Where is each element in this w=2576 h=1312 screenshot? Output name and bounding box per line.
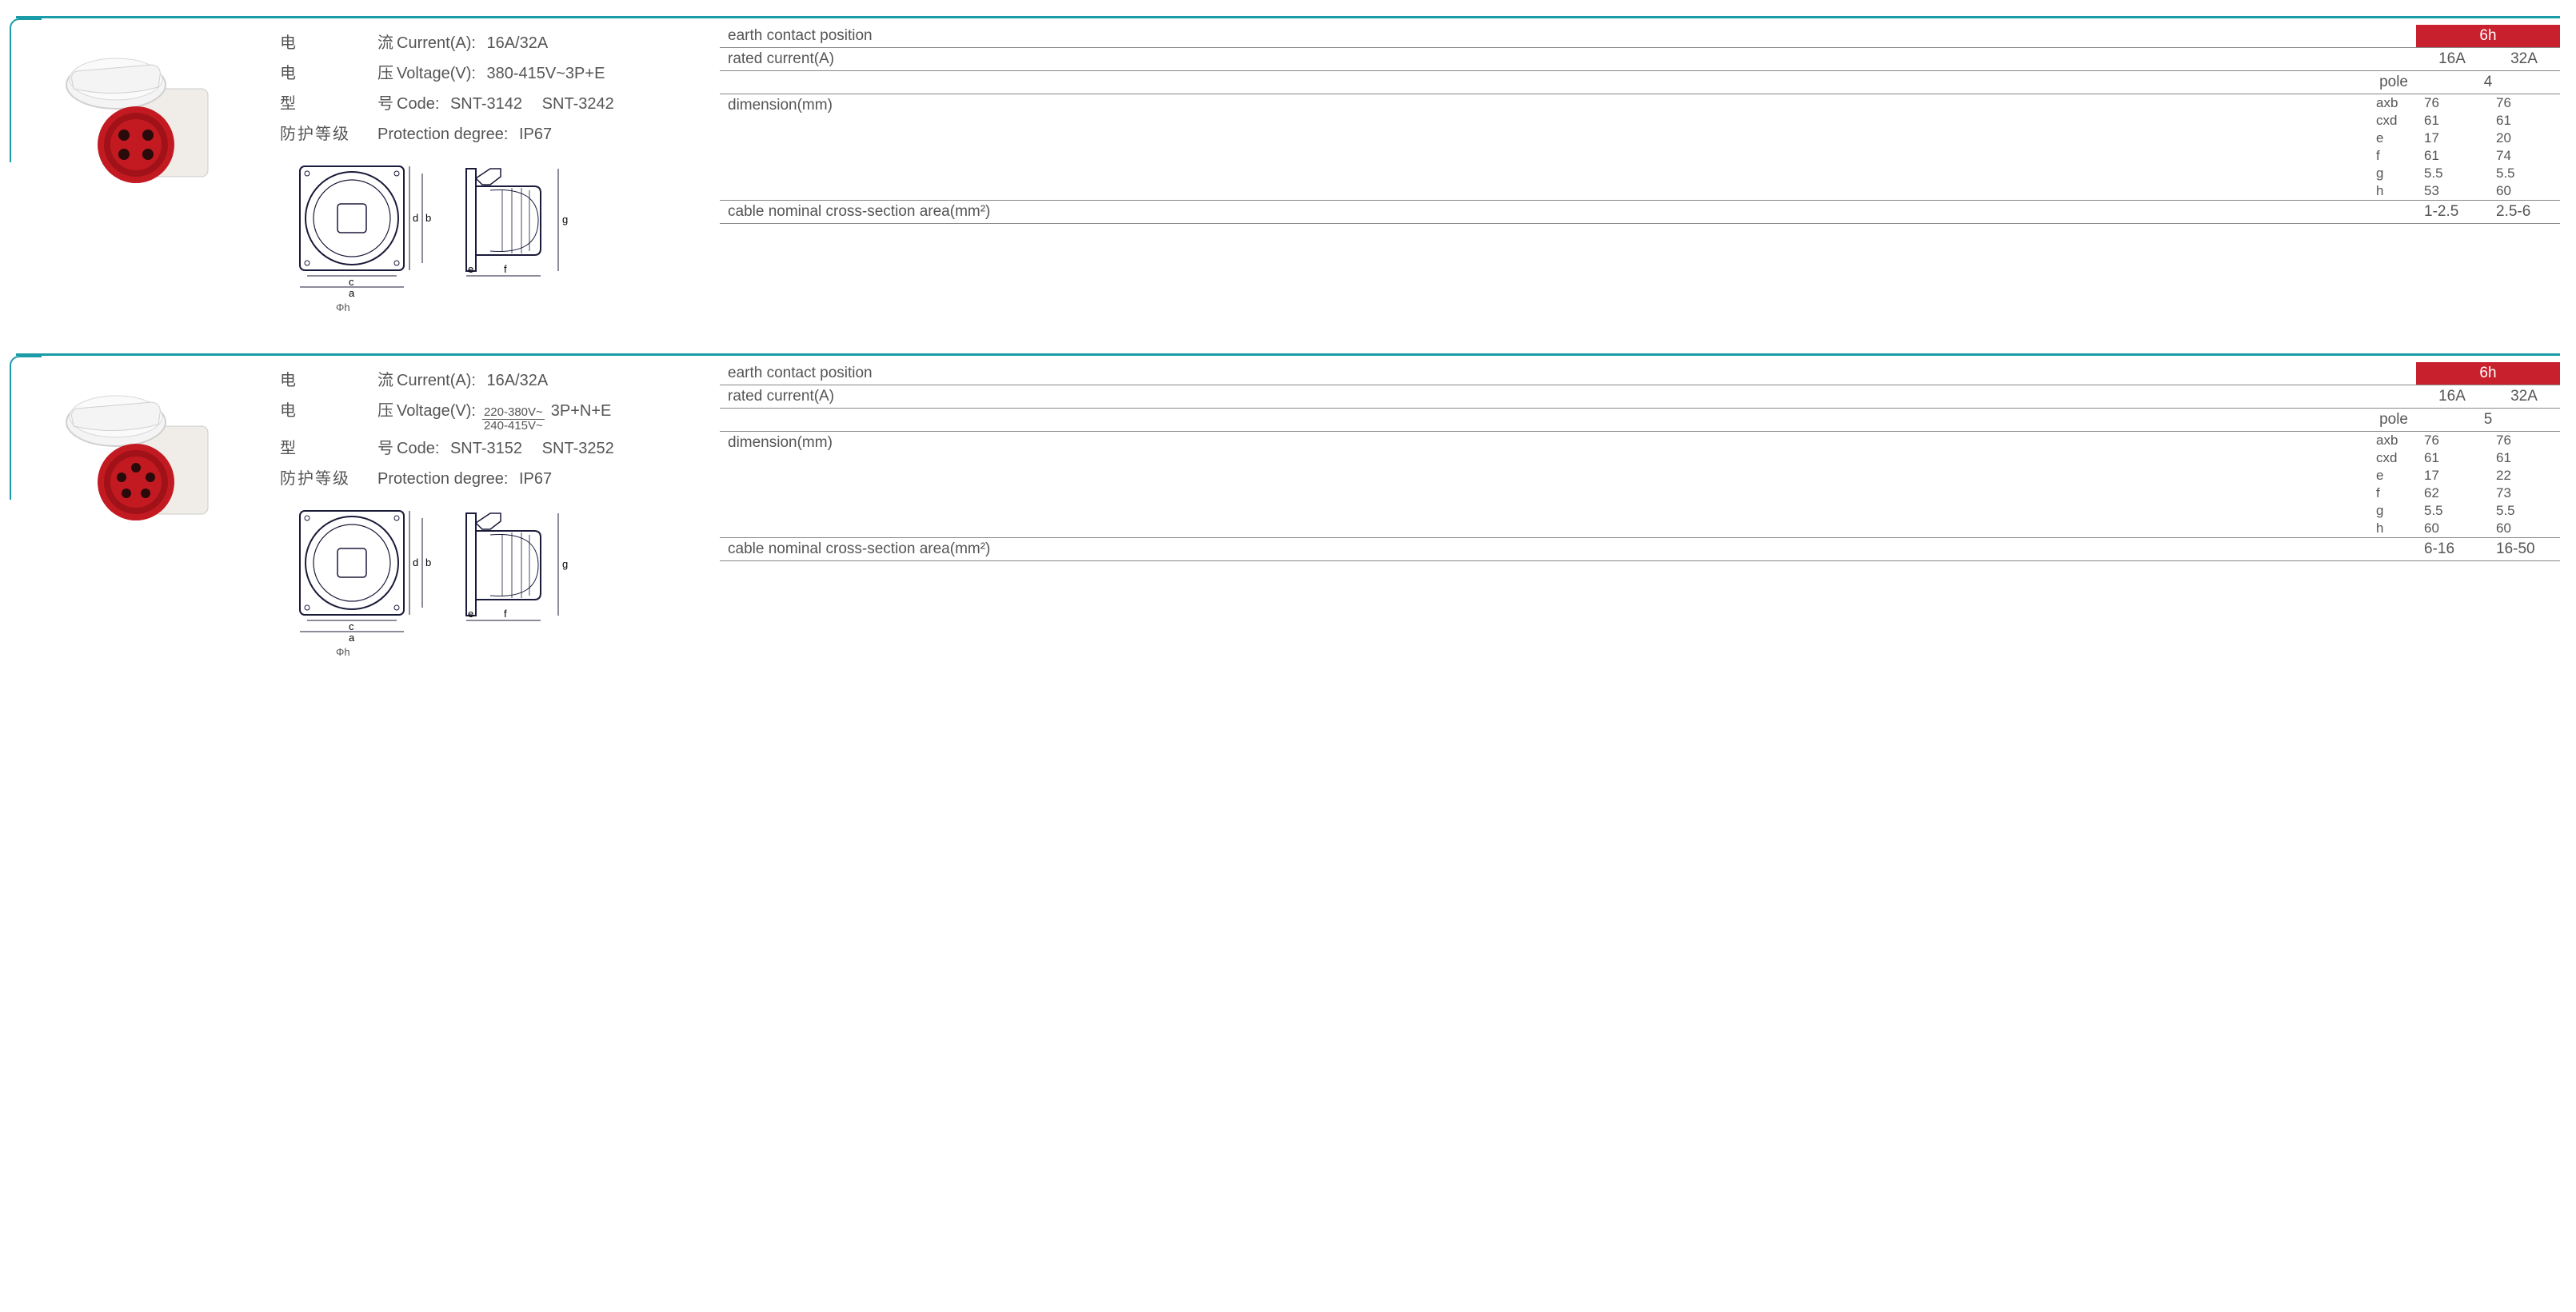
svg-text:e: e — [468, 608, 473, 620]
product-photo-1 — [48, 41, 224, 201]
voltage-cn2: 压 — [377, 58, 393, 89]
current-label: Current(A): — [397, 28, 476, 58]
prot-val: IP67 — [519, 119, 552, 150]
voltage-cn: 电 — [280, 65, 318, 82]
bracket-decoration — [10, 356, 42, 500]
cable-label: cable nominal cross-section area(mm²) — [720, 201, 2416, 224]
front-diagram: d b c a — [280, 154, 432, 298]
pole-label: pole — [2368, 71, 2416, 94]
svg-text:c: c — [349, 620, 354, 632]
spec-text-col: 电 流 Current(A): 16A/32A 电 压 Voltage(V): … — [272, 362, 704, 666]
spec-table-1: earth contact position 6h rated current(… — [720, 25, 2560, 224]
cable-b: 2.5-6 — [2488, 201, 2560, 224]
svg-text:g: g — [562, 213, 568, 225]
svg-text:c: c — [349, 276, 354, 288]
spec-table-col: earth contact position 6h rated current(… — [720, 25, 2560, 224]
voltage-fraction: 220-380V~ 240-415V~ — [482, 406, 545, 433]
spec-text-col: 电 流 Current(A): 16A/32A 电 压 Voltage(V): … — [272, 25, 704, 321]
rated-label: rated current(A) — [720, 48, 2416, 71]
prot-label: Protection degree: — [377, 119, 508, 150]
current-cn2: 流 — [377, 28, 393, 58]
rated-a: 16A — [2416, 48, 2488, 71]
rated-b: 32A — [2488, 48, 2560, 71]
svg-text:b: b — [425, 212, 431, 224]
code-1: SNT-3142 — [450, 89, 522, 119]
product-image-col — [16, 362, 256, 554]
voltage-label: Voltage(V): — [397, 58, 476, 89]
svg-text:a: a — [349, 287, 355, 298]
voltage-val: 380-415V~3P+E — [487, 58, 605, 89]
code-cn2: 号 — [377, 89, 393, 119]
prot-cn: 防护等级 — [280, 119, 374, 150]
svg-text:e: e — [468, 263, 473, 275]
product-photo-2 — [48, 378, 224, 538]
dimension-diagrams: d b c a e f — [280, 154, 696, 298]
earth-val: 6h — [2416, 25, 2560, 48]
current-cn: 电 — [280, 34, 318, 52]
spec-table-2: earth contact position 6h rated current(… — [720, 362, 2560, 561]
svg-text:g: g — [562, 558, 568, 570]
side-diagram: e f g — [446, 499, 582, 643]
code-label: Code: — [397, 89, 439, 119]
code-cn: 型 — [280, 95, 318, 113]
product-image-col — [16, 25, 256, 217]
svg-text:a: a — [349, 632, 355, 643]
cable-a: 1-2.5 — [2416, 201, 2488, 224]
svg-text:f: f — [504, 263, 507, 275]
pole-val: 4 — [2416, 71, 2560, 94]
svg-text:f: f — [504, 608, 507, 620]
current-val: 16A/32A — [486, 28, 548, 58]
side-diagram: e f g — [446, 154, 582, 298]
product-block-2: 电 流 Current(A): 16A/32A 电 压 Voltage(V): … — [16, 353, 2560, 666]
dim-label: dimension(mm) — [720, 94, 2368, 201]
code-2: SNT-3242 — [542, 89, 614, 119]
phi-h-label: Φh — [336, 298, 696, 318]
dimension-diagrams: d b c a e f — [280, 499, 696, 643]
phi-h-label: Φh — [336, 643, 696, 663]
svg-text:b: b — [425, 556, 431, 568]
earth-label: earth contact position — [720, 25, 2416, 48]
front-diagram: d b c a — [280, 499, 432, 643]
product-block-1: 电 流 Current(A): 16A/32A 电 压 Voltage(V): … — [16, 16, 2560, 321]
svg-text:d: d — [413, 556, 418, 568]
spec-table-col: earth contact position 6h rated current(… — [720, 362, 2560, 561]
svg-text:d: d — [413, 212, 418, 224]
bracket-decoration — [10, 18, 42, 162]
